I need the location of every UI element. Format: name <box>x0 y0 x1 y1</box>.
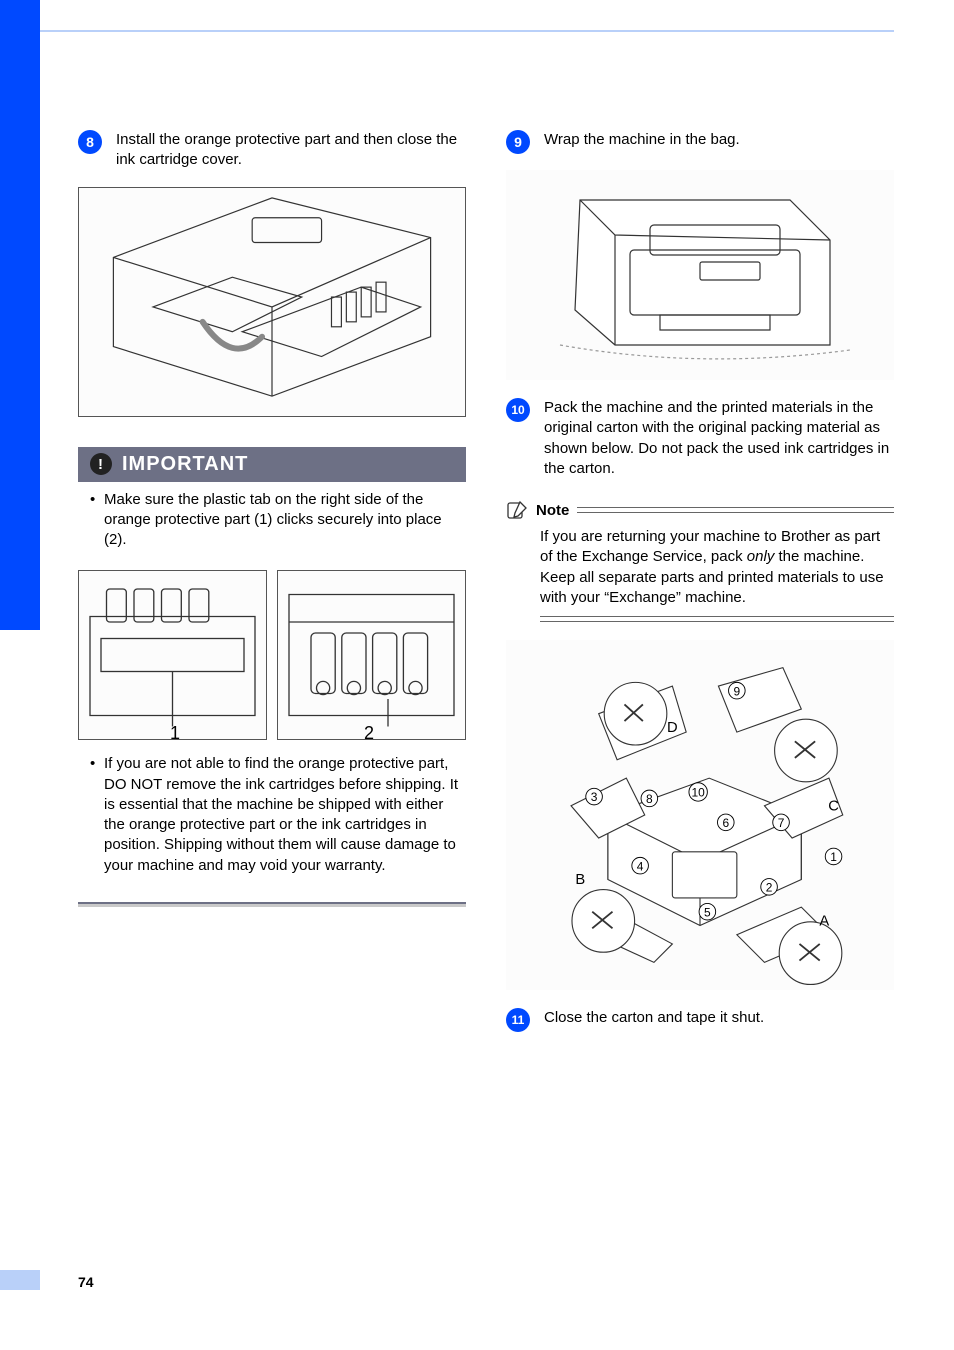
step-8-badge: 8 <box>78 130 102 154</box>
important-figure-1 <box>78 570 267 740</box>
footer-tab <box>0 1270 40 1290</box>
step-8-text: Install the orange protective part and t… <box>116 130 466 171</box>
step-9-text: Wrap the machine in the bag. <box>544 130 894 154</box>
step-9-badge: 9 <box>506 130 530 154</box>
svg-text:8: 8 <box>646 792 653 806</box>
svg-text:7: 7 <box>778 816 785 830</box>
step-10-text: Pack the machine and the printed materia… <box>544 398 894 479</box>
note-icon <box>506 499 528 521</box>
important-figure-2 <box>277 570 466 740</box>
packing-callout-10: 10 <box>689 783 707 801</box>
step-9: 9 Wrap the machine in the bag. <box>506 130 894 154</box>
page-content: 8 Install the orange protective part and… <box>78 130 894 1260</box>
packing-callout-2: 2 <box>761 879 778 896</box>
left-column: 8 Install the orange protective part and… <box>78 130 466 1260</box>
packing-label-C: C <box>828 798 839 814</box>
important-bullet-2: If you are not able to find the orange p… <box>90 754 466 876</box>
header-rule <box>40 30 894 32</box>
svg-text:2: 2 <box>766 880 773 894</box>
important-callout: ! IMPORTANT Make sure the plastic tab on… <box>78 447 466 904</box>
svg-text:10: 10 <box>691 786 705 800</box>
packing-callout-3: 3 <box>586 788 603 805</box>
svg-text:6: 6 <box>722 816 729 830</box>
note-rule-top <box>577 507 894 513</box>
note-body: If you are returning your machine to Bro… <box>506 521 894 616</box>
svg-text:3: 3 <box>591 790 598 804</box>
packing-diagram: D C B A 9 10 3 8 6 7 1 4 2 5 <box>506 640 894 990</box>
note-header: Note <box>506 499 894 521</box>
figure-numbers: 1 2 <box>78 723 466 744</box>
important-body: Make sure the plastic tab on the right s… <box>78 482 466 904</box>
important-header: ! IMPORTANT <box>78 447 466 482</box>
step-8: 8 Install the orange protective part and… <box>78 130 466 171</box>
right-column: 9 Wrap the machine in the bag. 10 Pack t <box>506 130 894 1260</box>
packing-callout-4: 4 <box>632 857 649 874</box>
packing-callout-1: 1 <box>825 848 842 865</box>
step-11-text: Close the carton and tape it shut. <box>544 1008 894 1032</box>
important-bullet-1: Make sure the plastic tab on the right s… <box>90 490 466 551</box>
svg-text:5: 5 <box>704 905 711 919</box>
packing-label-A: A <box>819 914 829 930</box>
important-figures: 1 2 <box>78 570 466 740</box>
side-tab <box>0 0 40 630</box>
note-text-italic: only <box>747 548 775 565</box>
step-8-figure <box>78 187 466 417</box>
important-icon: ! <box>90 453 112 475</box>
svg-text:1: 1 <box>830 850 837 864</box>
figure-1-label: 1 <box>170 723 180 744</box>
step-11-badge: 11 <box>506 1008 530 1032</box>
packing-callout-6: 6 <box>718 814 735 831</box>
step-10: 10 Pack the machine and the printed mate… <box>506 398 894 479</box>
packing-label-B: B <box>575 872 585 888</box>
step-9-figure <box>506 170 894 380</box>
svg-text:4: 4 <box>637 859 644 873</box>
figure-2-label: 2 <box>364 723 374 744</box>
note-label: Note <box>536 502 569 519</box>
svg-text:9: 9 <box>734 684 741 698</box>
packing-callout-7: 7 <box>773 814 790 831</box>
packing-callout-5: 5 <box>699 903 716 920</box>
step-10-badge: 10 <box>506 398 530 422</box>
step-11: 11 Close the carton and tape it shut. <box>506 1008 894 1032</box>
packing-callout-8: 8 <box>641 790 658 807</box>
page-number: 74 <box>78 1274 94 1290</box>
packing-callout-9: 9 <box>729 682 746 699</box>
note-rule-bottom <box>540 616 894 622</box>
important-label: IMPORTANT <box>122 453 248 476</box>
packing-label-D: D <box>667 720 678 736</box>
